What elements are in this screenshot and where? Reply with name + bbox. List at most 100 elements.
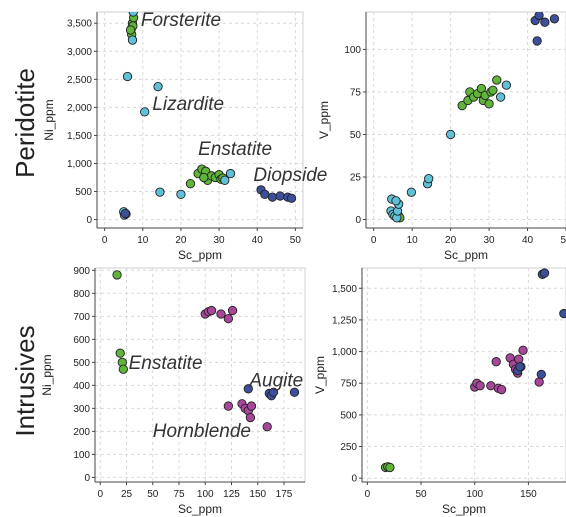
x-tick-label: 75 <box>173 489 185 500</box>
data-point <box>155 187 165 197</box>
y-tick-label: 300 <box>73 404 90 415</box>
data-point <box>185 179 196 189</box>
data-point <box>424 174 434 184</box>
data-point <box>539 268 550 278</box>
data-point <box>140 107 150 117</box>
data-point <box>445 129 456 140</box>
y-tick-label: 1,000 <box>67 159 92 170</box>
panel-intrusives-v-vs-sc: 0 50 100 150 0 250 500 750 1,000 1,250 1,500 Sc_ppm… <box>313 267 566 516</box>
y-tick-label: 0 <box>86 215 92 226</box>
data-point <box>118 364 129 374</box>
data-point <box>227 305 238 316</box>
data-point <box>534 377 544 387</box>
data-point <box>488 85 498 95</box>
y-tick-label: 2,000 <box>67 103 92 114</box>
x-tick-label: 50 <box>147 489 159 500</box>
mineral-annotation: Diopside <box>253 165 327 186</box>
data-point <box>289 387 300 397</box>
mineral-annotation: Hornblende <box>153 421 251 442</box>
data-point <box>457 100 467 111</box>
x-tick-label: 20 <box>445 235 457 246</box>
x-tick-label: 50 <box>415 489 427 500</box>
data-point <box>220 175 230 185</box>
data-point <box>216 309 226 319</box>
y-tick-label: 600 <box>73 335 90 346</box>
y-tick-label: 500 <box>75 187 92 198</box>
y-axis-title: Ni_ppm <box>40 354 54 395</box>
data-point <box>268 387 279 397</box>
x-tick-label: 125 <box>223 489 240 500</box>
data-point <box>120 208 130 219</box>
panel-intrusives-ni-vs-sc: 0 25 50 75 100 125 150 175 0 100 200 300 400 500 600 70… <box>40 266 306 516</box>
data-point <box>391 196 401 206</box>
panel-peridotite-ni-vs-sc: 0 10 20 30 40 5005001,0001,5002,0002,5003,000… <box>42 10 327 262</box>
mineral-annotation: Enstatite <box>198 139 272 160</box>
x-tick-label: 150 <box>520 489 537 500</box>
x-tick-label: 50 <box>290 235 302 246</box>
y-tick-label: 0 <box>84 473 90 484</box>
data-point <box>245 412 256 423</box>
data-point <box>115 348 125 358</box>
y-tick-label: 1,250 <box>332 315 357 326</box>
data-point <box>385 462 395 473</box>
x-tick-label: 20 <box>175 235 187 246</box>
data-point <box>267 192 278 202</box>
data-point <box>206 305 217 316</box>
data-point <box>262 422 272 432</box>
data-point <box>549 14 560 24</box>
data-point <box>223 313 234 324</box>
x-tick-label: 50 <box>560 235 566 246</box>
y-tick-label: 2,500 <box>67 75 92 86</box>
data-point <box>475 381 485 391</box>
data-point <box>286 193 297 203</box>
y-tick-label: 3,500 <box>67 19 92 30</box>
data-point <box>495 92 506 102</box>
mineral-annotation: Enstatite <box>129 353 203 374</box>
x-axis-title: Sc_ppm <box>178 502 222 516</box>
mineral-annotation: Forsterite <box>141 10 221 31</box>
y-tick-label: 100 <box>344 45 361 56</box>
x-tick-label: 0 <box>365 489 371 500</box>
y-tick-label: 250 <box>340 442 357 453</box>
y-tick-label: 200 <box>73 427 90 438</box>
y-tick-label: 3,000 <box>67 47 92 58</box>
data-point <box>246 401 257 411</box>
data-point <box>176 189 186 199</box>
x-tick-label: 100 <box>197 489 214 500</box>
data-point <box>112 270 122 280</box>
x-tick-label: 40 <box>252 235 264 246</box>
mineral-annotation: Lizardite <box>152 94 224 115</box>
y-tick-label: 1,000 <box>332 347 357 358</box>
mineral-annotation: Augite <box>248 371 303 392</box>
y-tick-label: 0 <box>355 215 361 226</box>
y-tick-label: 700 <box>73 312 90 323</box>
y-tick-label: 400 <box>73 381 90 392</box>
x-tick-label: 0 <box>102 235 108 246</box>
data-point <box>125 25 136 35</box>
data-point <box>515 362 525 372</box>
y-tick-label: 100 <box>73 450 90 461</box>
y-axis-title: V_ppm <box>317 101 331 139</box>
data-point <box>223 401 234 411</box>
data-point <box>559 308 566 319</box>
x-tick-label: 10 <box>407 235 419 246</box>
x-tick-label: 150 <box>249 489 266 500</box>
data-point <box>484 99 494 109</box>
data-point <box>492 75 502 85</box>
data-point <box>260 189 270 199</box>
y-tick-label: 50 <box>350 130 362 141</box>
x-axis-title: Sc_ppm <box>444 248 488 262</box>
x-tick-label: 0 <box>371 235 377 246</box>
x-axis-title: Sc_ppm <box>442 502 486 516</box>
y-tick-label: 25 <box>350 172 362 183</box>
data-point <box>128 12 138 17</box>
y-tick-label: 750 <box>340 379 357 390</box>
y-axis-title: V_ppm <box>313 356 327 394</box>
data-point <box>532 36 542 46</box>
data-point <box>518 345 528 355</box>
panel-peridotite-v-vs-sc: 0 10 20 30 40 50 0 25 50 75 100 Sc_ppm V_ppm <box>317 11 566 262</box>
y-tick-label: 1,500 <box>332 284 357 295</box>
plot-area <box>361 267 566 483</box>
data-point <box>225 168 236 179</box>
data-point <box>540 17 550 27</box>
